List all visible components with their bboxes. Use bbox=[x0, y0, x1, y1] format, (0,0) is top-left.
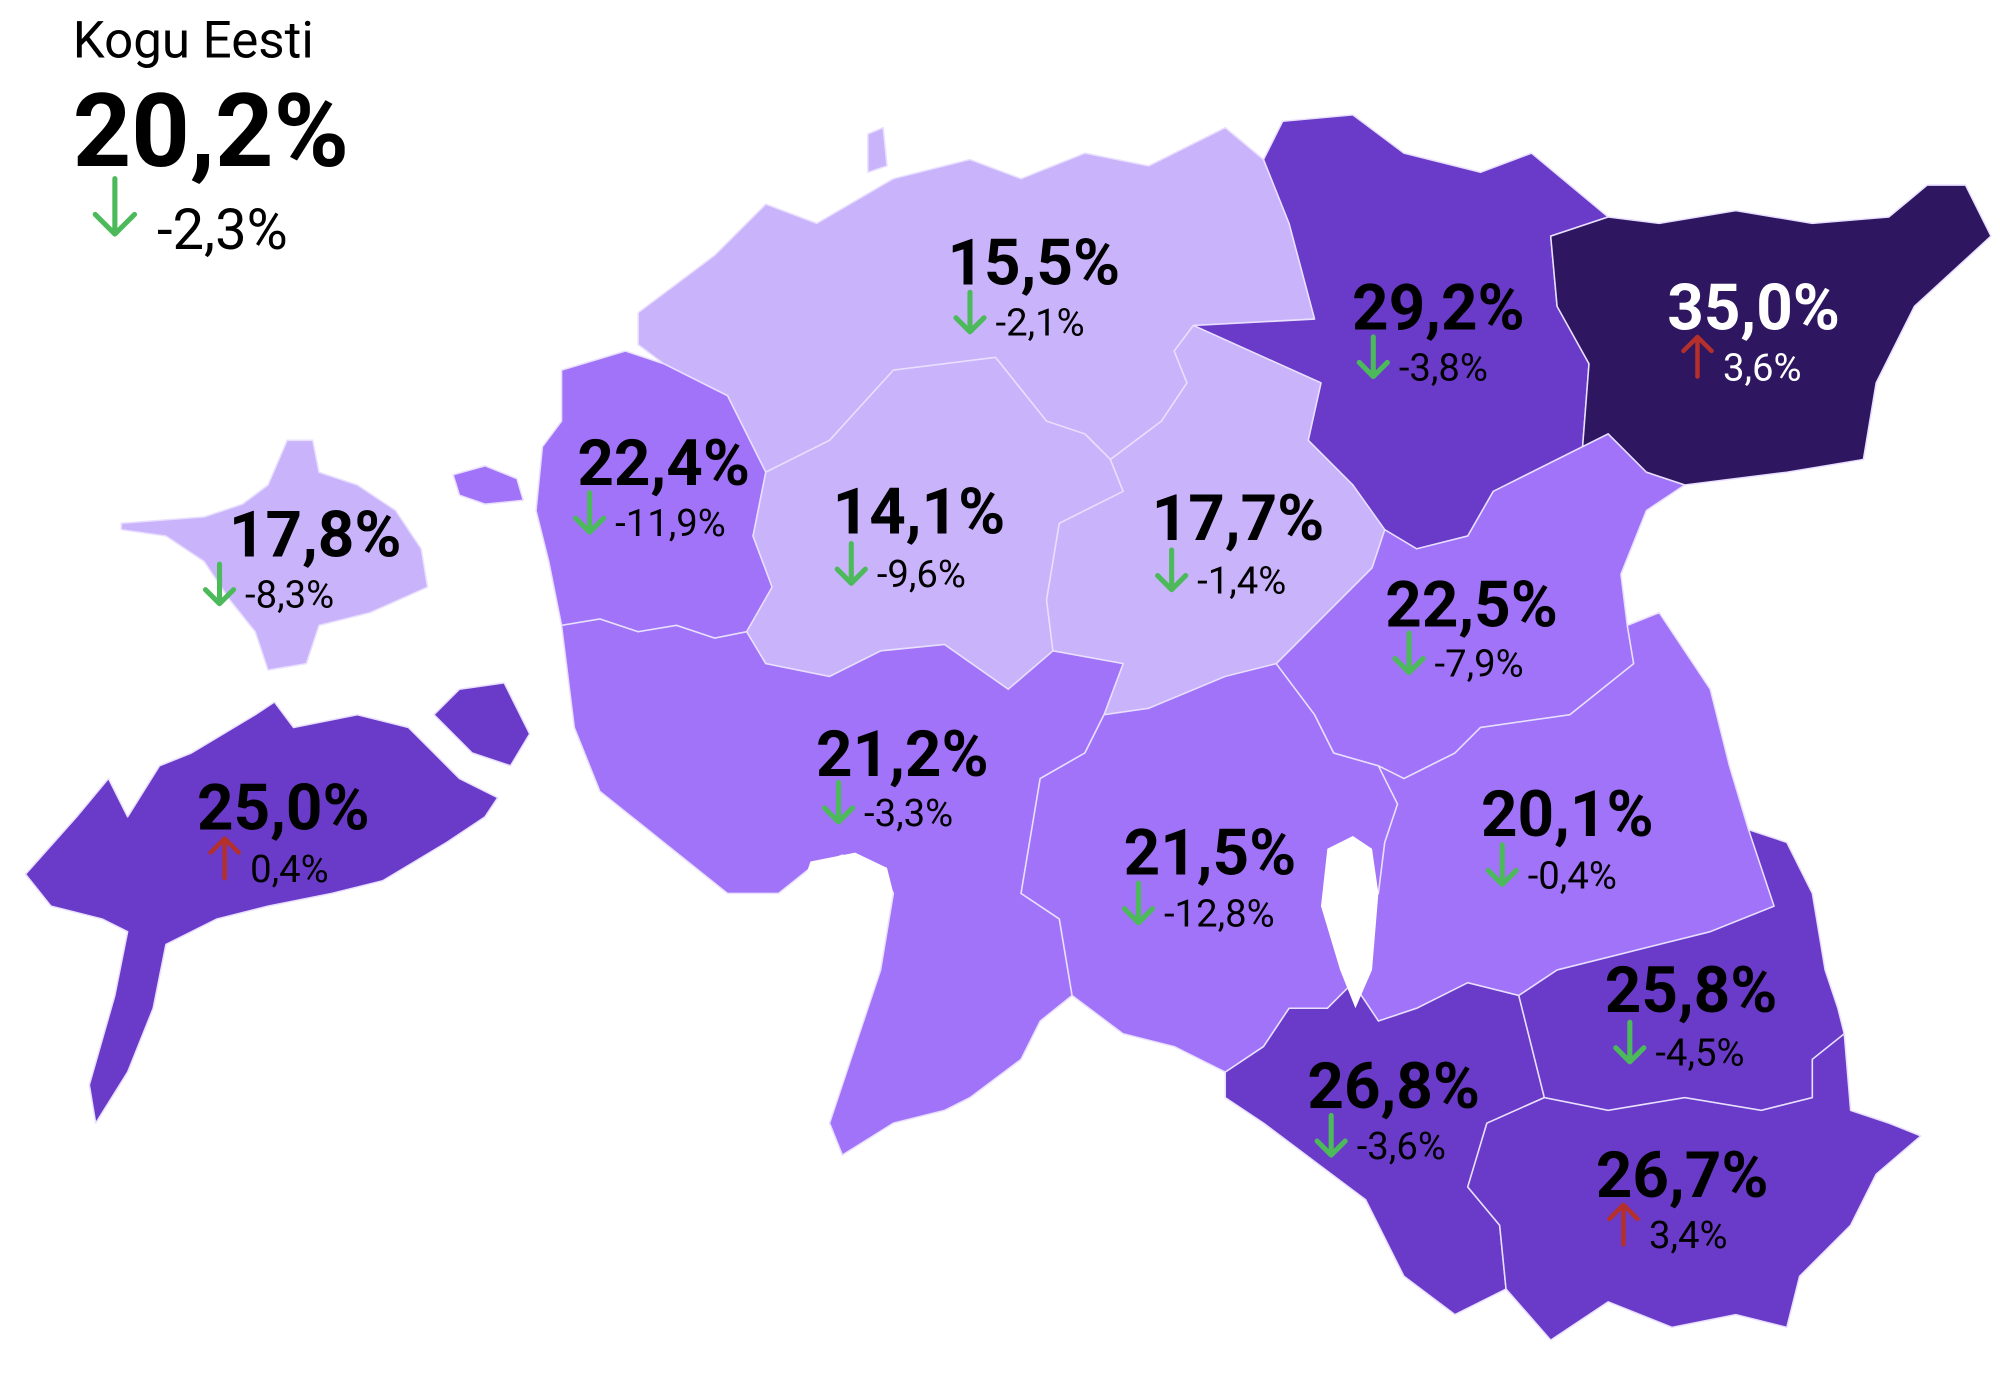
regions bbox=[24, 114, 1992, 1341]
change-arrow bbox=[1681, 334, 1714, 379]
region-value: 15,5% bbox=[947, 226, 1120, 301]
change-arrow bbox=[573, 490, 607, 535]
region-change: -7,9% bbox=[1435, 641, 1524, 686]
region-change: -0,4% bbox=[1528, 853, 1617, 898]
change-arrow bbox=[821, 779, 856, 825]
change-arrow bbox=[1392, 630, 1426, 676]
region bbox=[433, 682, 531, 767]
region-change: -8,3% bbox=[245, 573, 334, 618]
region bbox=[867, 126, 888, 174]
region-change: 3,6% bbox=[1723, 345, 1802, 390]
change-arrow bbox=[1356, 334, 1390, 380]
change-arrow bbox=[1121, 880, 1156, 926]
region-change: 3,4% bbox=[1649, 1213, 1728, 1258]
change-arrow bbox=[202, 561, 237, 607]
region-change: -11,9% bbox=[615, 501, 726, 546]
region-change: -2,1% bbox=[996, 301, 1085, 346]
region-value: 14,1% bbox=[833, 474, 1006, 549]
change-arrow bbox=[1155, 547, 1189, 593]
region-value: 21,2% bbox=[816, 717, 989, 792]
region-change: -9,6% bbox=[877, 552, 966, 597]
region-value: 22,5% bbox=[1385, 568, 1558, 643]
region-value: 22,4% bbox=[577, 426, 750, 501]
region-change: -12,8% bbox=[1164, 892, 1275, 937]
region-change: -1,4% bbox=[1197, 558, 1286, 603]
labels: Kogu Eesti 20,2% 15,5%-2,1% 29,2%-3,8% 35,… bbox=[73, 11, 1840, 1258]
region bbox=[1549, 184, 1992, 486]
change-arrow bbox=[1613, 1019, 1647, 1065]
region-value: 26,7% bbox=[1596, 1138, 1769, 1213]
region bbox=[1275, 433, 1686, 780]
region-value: 26,8% bbox=[1307, 1049, 1480, 1124]
region-value: 17,7% bbox=[1152, 481, 1325, 556]
change-arrow bbox=[834, 541, 868, 586]
region bbox=[1466, 1033, 1922, 1341]
change-arrow bbox=[953, 289, 987, 335]
region-value: 17,8% bbox=[229, 497, 402, 572]
region bbox=[24, 701, 499, 1124]
region bbox=[452, 465, 525, 505]
region-change: -3,8% bbox=[1399, 345, 1488, 390]
region-change: 0,4% bbox=[250, 847, 329, 892]
change-arrow bbox=[1485, 842, 1519, 888]
region-value: 25,8% bbox=[1605, 953, 1778, 1028]
region-value: 21,5% bbox=[1124, 815, 1297, 890]
region-value: 25,0% bbox=[197, 771, 370, 846]
lake bbox=[1320, 835, 1379, 1009]
change-arrow bbox=[92, 176, 138, 237]
change-arrow bbox=[208, 836, 241, 881]
region-change: -3,6% bbox=[1357, 1124, 1446, 1169]
summary-value: 20,2% bbox=[73, 71, 349, 191]
region bbox=[120, 439, 429, 671]
region-value: 20,1% bbox=[1481, 777, 1654, 852]
summary-title: Kogu Eesti bbox=[73, 11, 314, 70]
region-change: -3,3% bbox=[864, 791, 953, 836]
change-arrow bbox=[1314, 1112, 1348, 1158]
map-content: Kogu Eesti 20,2% 15,5%-2,1% 29,2%-3,8% 35,… bbox=[24, 11, 1992, 1341]
change-arrow bbox=[1607, 1202, 1640, 1247]
region-change: -4,5% bbox=[1655, 1031, 1744, 1076]
region-value: 35,0% bbox=[1667, 270, 1840, 345]
summary-change: -2,3% bbox=[157, 197, 288, 263]
region-value: 29,2% bbox=[1352, 270, 1525, 345]
bay bbox=[804, 852, 894, 894]
